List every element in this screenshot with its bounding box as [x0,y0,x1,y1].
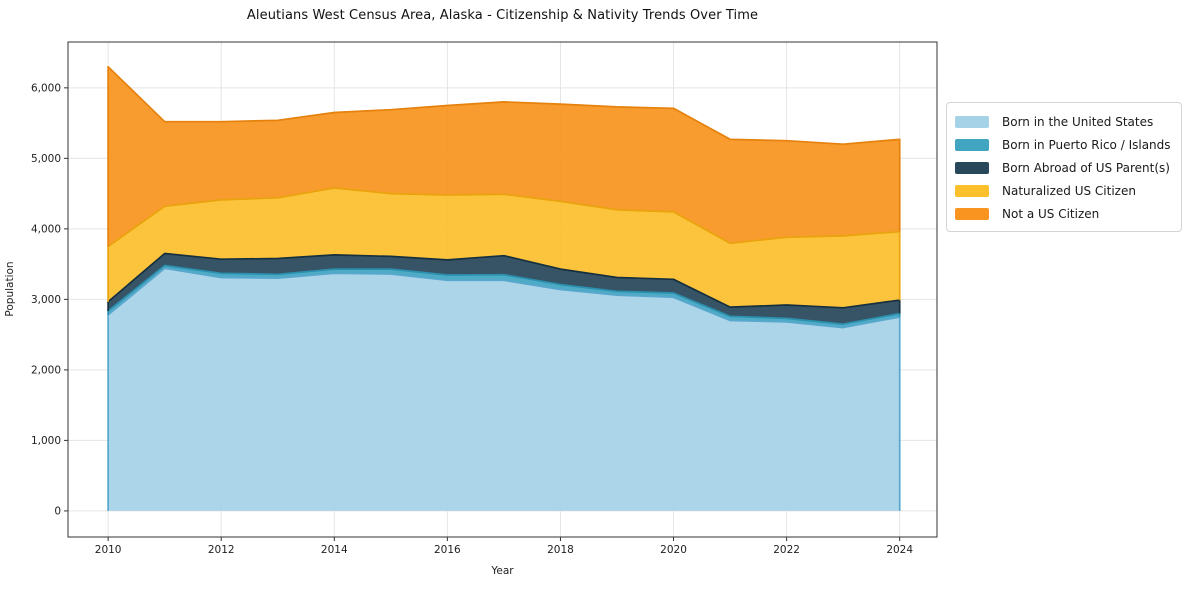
area-edge-born-abroad-of-us-parent-s [107,252,901,314]
area-edge-naturalized-us-citizen [107,187,901,302]
y-tick-label: 5,000 [31,153,61,165]
legend-label: Naturalized US Citizen [1002,183,1136,198]
legend: Born in the United States Born in Puerto … [946,102,1182,232]
y-axis-label: Population [4,261,16,317]
legend-entry-naturalized-us-citizen: Naturalized US Citizen [955,179,1173,202]
x-tick-label: 2020 [660,544,687,556]
x-tick-label: 2024 [886,544,913,556]
area-naturalized-us-citizen [108,188,900,308]
y-tick-label: 3,000 [31,294,61,306]
x-tick-label: 2018 [547,544,574,556]
legend-label: Born in the United States [1002,114,1154,129]
chart-title: Aleutians West Census Area, Alaska - Cit… [246,8,759,23]
area-not-a-us-citizen [108,66,900,247]
x-tick-label: 2012 [208,544,235,556]
legend-swatch-not-a-us-citizen [955,207,989,220]
legend-entry-born-in-the-united-states: Born in the United States [955,110,1173,133]
x-tick-label: 2016 [434,544,461,556]
x-tick-label: 2010 [95,544,122,556]
legend-entry-born-in-puerto-rico-islands: Born in Puerto Rico / Islands [955,133,1173,156]
legend-label: Not a US Citizen [1002,206,1100,221]
x-axis-label: Year [491,565,514,577]
legend-label: Born in Puerto Rico / Islands [1002,137,1171,152]
x-tick-label: 2014 [321,544,348,556]
area-edge-born-in-the-united-states [107,267,901,511]
legend-swatch-born-in-puerto-rico-islands [955,138,989,151]
area-edge-born-in-puerto-rico-islands [107,264,901,325]
plot-border [67,41,938,538]
area-edge-not-a-us-citizen [107,65,901,247]
x-tick-label: 2022 [773,544,800,556]
y-tick-label: 6,000 [31,82,61,94]
area-born-in-the-united-states [108,268,900,511]
legend-label: Born Abroad of US Parent(s) [1002,160,1170,175]
legend-swatch-born-in-the-united-states [955,115,989,128]
y-tick-label: 4,000 [31,223,61,235]
y-tick-label: 2,000 [31,364,61,376]
y-tick-label: 1,000 [31,435,61,447]
legend-swatch-naturalized-us-citizen [955,184,989,197]
legend-swatch-born-abroad-of-us-parent-s [955,161,989,174]
legend-entry-not-a-us-citizen: Not a US Citizen [955,202,1173,225]
legend-entry-born-abroad-of-us-parent-s: Born Abroad of US Parent(s) [955,156,1173,179]
y-tick-label: 0 [54,505,61,517]
